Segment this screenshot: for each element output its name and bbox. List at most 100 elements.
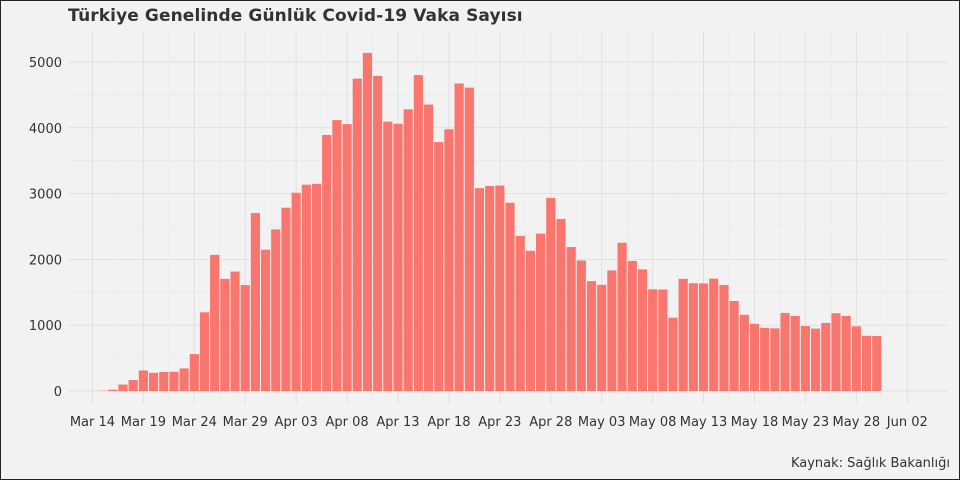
- chart-title: Türkiye Genelinde Günlük Covid-19 Vaka S…: [68, 6, 523, 26]
- x-tick-label: Apr 08: [325, 415, 368, 430]
- bars: [98, 52, 882, 392]
- x-tick-label: Apr 28: [529, 415, 572, 430]
- bar: [322, 134, 332, 391]
- x-tick-label: May 03: [578, 415, 626, 430]
- bar: [861, 335, 872, 391]
- bar: [464, 87, 474, 392]
- bar: [393, 123, 403, 391]
- bar: [301, 184, 311, 391]
- bar: [719, 285, 729, 391]
- bar: [546, 197, 556, 391]
- bar: [841, 315, 851, 391]
- bar: [169, 371, 179, 391]
- bar: [668, 317, 678, 391]
- bar: [729, 300, 739, 391]
- bar: [250, 213, 260, 391]
- bar: [525, 250, 535, 391]
- bar: [709, 278, 719, 391]
- y-tick-label: 2000: [29, 253, 62, 268]
- bar: [342, 124, 352, 391]
- bar: [179, 368, 189, 391]
- bar: [220, 278, 230, 391]
- x-tick-label: Apr 23: [478, 415, 521, 430]
- bar: [505, 202, 515, 391]
- bar: [444, 129, 454, 391]
- bar: [576, 260, 586, 391]
- bar: [311, 183, 322, 391]
- y-tick-label: 0: [54, 385, 62, 400]
- bar: [536, 233, 546, 391]
- bar: [760, 327, 770, 391]
- bar: [261, 249, 271, 391]
- bar: [138, 370, 148, 391]
- bar: [362, 52, 373, 391]
- bar: [739, 314, 749, 391]
- bar: [128, 379, 138, 391]
- bar: [617, 242, 627, 391]
- bar: [821, 322, 831, 391]
- x-tick-label: May 13: [680, 415, 728, 430]
- bar: [607, 270, 617, 391]
- bar: [474, 188, 485, 391]
- bar: [872, 336, 882, 391]
- bar: [749, 323, 760, 391]
- x-tick-label: Mar 29: [223, 415, 268, 430]
- bar: [566, 247, 576, 391]
- bar: [108, 389, 118, 391]
- bar: [637, 269, 648, 391]
- bar: [648, 289, 658, 391]
- bar: [423, 104, 434, 391]
- bar: [770, 328, 780, 391]
- y-tick-label: 5000: [29, 56, 62, 71]
- bar: [199, 312, 210, 391]
- x-tick-label: May 08: [629, 415, 677, 430]
- bar: [597, 284, 607, 391]
- bar: [230, 271, 240, 391]
- bar: [800, 326, 810, 391]
- bar: [271, 229, 281, 391]
- bar: [688, 283, 698, 391]
- y-tick-label: 3000: [29, 188, 62, 203]
- x-tick-label: Mar 24: [172, 415, 217, 430]
- bar: [811, 328, 821, 391]
- bar: [281, 207, 291, 391]
- bar: [159, 371, 169, 391]
- x-tick-label: May 18: [731, 415, 779, 430]
- y-tick-label: 4000: [29, 122, 62, 137]
- bar: [403, 109, 413, 391]
- x-tick-label: Mar 19: [121, 415, 166, 430]
- bar: [780, 312, 790, 391]
- y-axis-tick-labels: 0 1000 2000 3000 4000 5000: [29, 56, 62, 400]
- bar: [210, 254, 220, 391]
- x-tick-label: Mar 14: [70, 415, 115, 430]
- bar: [790, 315, 800, 391]
- bar: [627, 260, 637, 391]
- bar: [556, 218, 566, 391]
- bar: [189, 354, 199, 391]
- bar: [586, 281, 597, 391]
- x-tick-label: May 23: [782, 415, 830, 430]
- bar: [658, 289, 668, 391]
- x-tick-label: Apr 03: [275, 415, 318, 430]
- bar: [495, 185, 505, 391]
- bar: [515, 235, 525, 391]
- bar: [291, 192, 301, 391]
- x-tick-label: May 28: [833, 415, 881, 430]
- bar: [698, 283, 709, 391]
- bar: [148, 372, 159, 391]
- x-tick-label: Apr 18: [427, 415, 470, 430]
- bar: [413, 75, 423, 391]
- chart-caption: Kaynak: Sağlık Bakanlığı: [790, 456, 950, 471]
- bar: [240, 285, 250, 391]
- bar: [373, 75, 383, 392]
- x-tick-label: Jun 02: [886, 415, 928, 430]
- bar: [352, 78, 362, 391]
- bar: [434, 142, 444, 391]
- bar: [851, 326, 861, 391]
- y-tick-label: 1000: [29, 319, 62, 334]
- bar: [383, 121, 393, 391]
- bar: [485, 185, 495, 391]
- x-tick-label: Apr 13: [376, 415, 419, 430]
- bar: [454, 83, 464, 391]
